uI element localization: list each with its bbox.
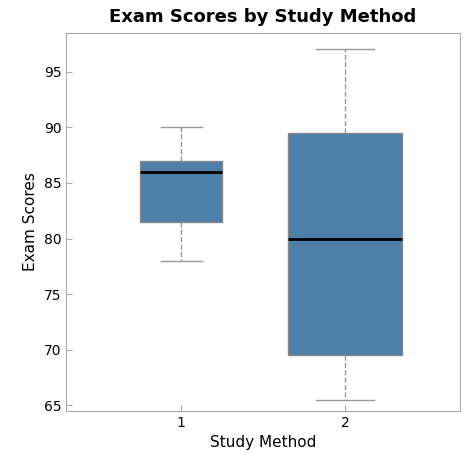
PathPatch shape <box>288 133 402 355</box>
PathPatch shape <box>140 161 222 222</box>
X-axis label: Study Method: Study Method <box>210 435 316 450</box>
Title: Exam Scores by Study Method: Exam Scores by Study Method <box>109 7 417 26</box>
Y-axis label: Exam Scores: Exam Scores <box>23 172 38 271</box>
